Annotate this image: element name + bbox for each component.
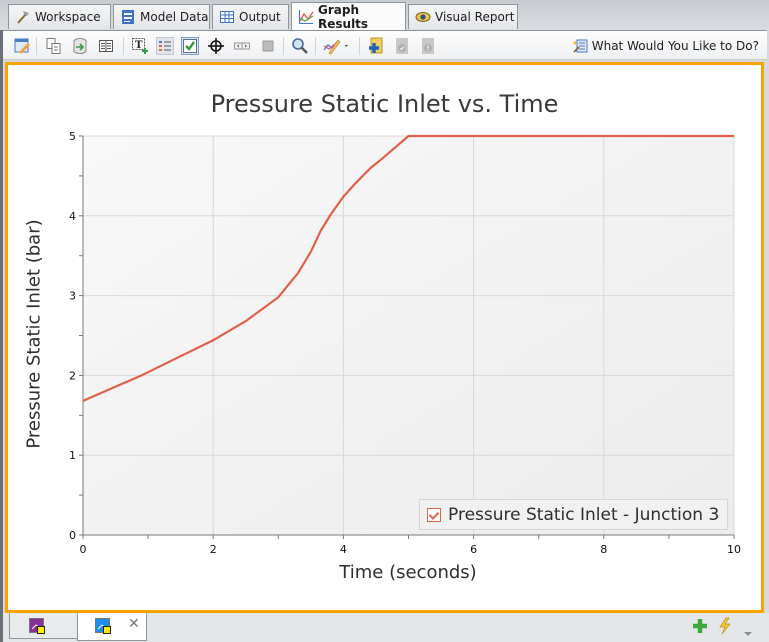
y-axis-label: Pressure Static Inlet (bar) <box>23 219 45 449</box>
grid-lines <box>83 135 735 535</box>
tab-model-data[interactable]: Model Data <box>113 4 210 29</box>
export-data-icon[interactable] <box>71 37 89 55</box>
close-tab-icon[interactable]: ✕ <box>128 616 140 632</box>
svg-text:2: 2 <box>69 369 76 382</box>
svg-text:6: 6 <box>470 543 477 556</box>
graph-doc-tab-1[interactable] <box>9 613 79 639</box>
check-disabled-icon <box>393 37 411 55</box>
svg-text:3: 3 <box>69 290 76 303</box>
eye-icon <box>415 9 431 25</box>
legend-icon[interactable] <box>156 37 174 55</box>
lightning-icon[interactable] <box>717 617 733 635</box>
dropdown-icon[interactable] <box>743 623 753 636</box>
hammer-icon <box>15 9 31 25</box>
toggle-slider-icon[interactable] <box>233 37 251 55</box>
tab-visual-report[interactable]: Visual Report <box>408 4 518 29</box>
show-data-table-icon[interactable] <box>97 37 115 55</box>
copy-icon[interactable] <box>45 37 63 55</box>
x-axis-label: Time (seconds) <box>339 562 477 583</box>
svg-text:8: 8 <box>600 543 607 556</box>
svg-text:1: 1 <box>69 449 76 462</box>
tab-workspace[interactable]: Workspace <box>8 4 111 29</box>
add-favorite-icon[interactable] <box>367 37 385 55</box>
tab-bar: Workspace Model Data Output Graph Result… <box>0 0 769 31</box>
graph-doc-tab-2[interactable]: ✕ <box>77 613 147 641</box>
blue-graph-doc-icon <box>95 618 111 634</box>
tab-label: Model Data <box>140 10 209 24</box>
chart-title: Pressure Static Inlet vs. Time <box>210 90 559 118</box>
table-icon <box>219 9 235 25</box>
format-graph-icon[interactable] <box>323 37 351 55</box>
svg-text:0: 0 <box>69 529 76 542</box>
wizard-icon <box>572 38 588 54</box>
tab-label: Graph Results <box>318 2 369 31</box>
graph-toolbar: T What Would You Like to Do? <box>3 30 767 60</box>
add-text-icon[interactable]: T <box>131 37 149 55</box>
series-line-pressure-static-inlet <box>82 134 734 402</box>
legend-label: Pressure Static Inlet - Junction 3 <box>448 504 720 525</box>
svg-text:2: 2 <box>210 543 217 556</box>
model-data-icon <box>120 9 136 25</box>
svg-text:5: 5 <box>69 130 76 143</box>
svg-text:10: 10 <box>727 543 741 556</box>
graph-document-tabs: ✕ <box>3 613 769 642</box>
window-edge <box>0 30 3 642</box>
info-disabled-icon <box>419 37 437 55</box>
checkbox-icon[interactable] <box>181 37 199 55</box>
purple-graph-doc-icon <box>29 618 45 634</box>
what-would-you-like-to-do-label: What Would You Like to Do? <box>591 39 759 53</box>
tab-output[interactable]: Output <box>212 4 289 29</box>
tick-labels: 0 2 4 6 8 10 0 1 2 3 4 5 <box>69 130 741 556</box>
graph-icon <box>298 9 314 25</box>
legend-checkbox-icon[interactable] <box>427 507 441 522</box>
zoom-icon[interactable] <box>291 37 309 55</box>
stop-icon[interactable] <box>259 37 277 55</box>
add-icon[interactable] <box>692 618 708 634</box>
tab-label: Output <box>239 10 281 24</box>
plot-area <box>83 136 734 535</box>
axes <box>79 135 735 539</box>
svg-text:4: 4 <box>69 210 76 223</box>
tab-graph-results[interactable]: Graph Results <box>291 2 406 31</box>
edit-graph-parameters-icon[interactable] <box>13 37 31 55</box>
svg-text:0: 0 <box>80 543 87 556</box>
what-would-you-like-to-do-button[interactable]: What Would You Like to Do? <box>572 38 759 54</box>
chart-legend[interactable]: Pressure Static Inlet - Junction 3 <box>419 499 728 530</box>
svg-text:4: 4 <box>340 543 347 556</box>
svg-text:T: T <box>135 40 143 51</box>
crosshair-icon[interactable] <box>207 37 225 55</box>
tab-label: Workspace <box>35 10 101 24</box>
tab-label: Visual Report <box>435 10 515 24</box>
